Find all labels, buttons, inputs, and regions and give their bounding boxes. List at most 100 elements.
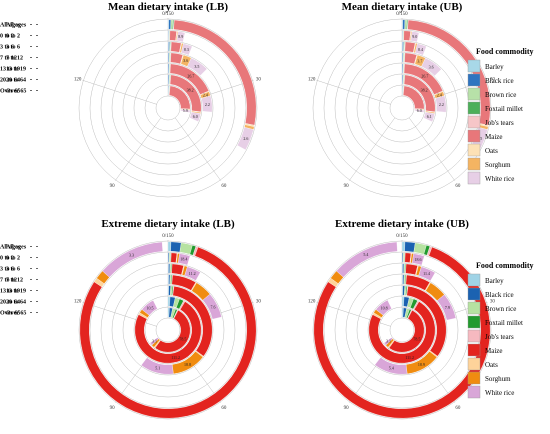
legend-swatch-maize: [467, 129, 481, 143]
bar-segment-13-to-19-white-rice: [374, 357, 408, 375]
bar-segment-all-ages-maize: [79, 246, 257, 419]
legend-swatch-oats: [467, 357, 481, 371]
angle-tick-label: 30: [490, 78, 496, 83]
bar-segment-20-to-64-white-rice: [141, 300, 158, 316]
bar-segment-20-to-64-white-rice: [189, 111, 201, 122]
data-label: 78.5: [413, 337, 420, 342]
data-label: 2.4: [437, 93, 442, 98]
data-label: 6.1: [427, 114, 432, 119]
legend-label: Brown rice: [485, 91, 516, 99]
radial-chart-3: Extreme dietary intake (LB) 0/150 30 60 90 12…: [6, 218, 262, 420]
legend-swatch-sorghum: [467, 157, 481, 171]
legend-title: Food commodity: [476, 47, 534, 56]
bar-segment-0-to-2-white-rice: [178, 253, 191, 266]
data-label: 6.0: [193, 114, 198, 119]
angle-tick-label: 90: [344, 184, 350, 189]
age-group-label: Over 65: [0, 311, 20, 317]
legend-extreme: Food commodity Barley Black rice Brown rice…: [467, 261, 534, 399]
legend-label: Maize: [485, 133, 503, 141]
legend-swatch-black-rice: [467, 73, 481, 87]
bar-segment-all-ages-white-rice: [102, 241, 163, 278]
data-label: 5.4: [389, 366, 394, 371]
legend-mean: Food commodity Barley Black rice Brown rice…: [467, 47, 534, 185]
legend-label: Job's tears: [485, 119, 514, 127]
data-label: 5.4: [363, 252, 368, 257]
legend-swatch-foxtail-millet: [467, 101, 481, 115]
data-label: 111.2: [405, 355, 414, 360]
bar-segment-all-ages-white-rice: [237, 127, 254, 151]
legend-label: Black rice: [485, 291, 514, 299]
legend-label: Black rice: [485, 77, 514, 85]
bar-segment-3-to-6-white-rice: [418, 266, 436, 282]
data-label: 2.2: [205, 102, 210, 107]
age-group-label: All ages: [0, 245, 21, 251]
data-label: 3.6: [429, 64, 434, 69]
bar-segment-over-65-white-rice: [414, 109, 425, 113]
data-label: 18.6: [414, 257, 421, 262]
chart-title: Mean dietary intake (UB): [342, 1, 463, 13]
bar-segment-all-ages-black-rice: [404, 241, 416, 253]
legend-swatch-barley: [467, 273, 481, 287]
legend-swatch-white-rice: [467, 385, 481, 399]
legend-swatch-oats: [467, 143, 481, 157]
angle-tick-label: 90: [344, 406, 350, 411]
age-group-label: 0 to 2: [0, 256, 14, 262]
data-label: 18.8: [184, 362, 191, 367]
angle-tick-label: 60: [455, 406, 461, 411]
legend-label: Maize: [485, 347, 503, 355]
data-label: 26.7: [187, 73, 194, 78]
grid-spoke: [316, 79, 391, 105]
bar-segment-0-to-2-white-rice: [412, 253, 425, 266]
age-group-label: 13 to 19: [0, 67, 20, 73]
age-group-label: 20 to 64: [6, 300, 26, 306]
bar-segment-0-to-2-white-rice: [410, 31, 420, 43]
grid-ring: [155, 95, 181, 121]
data-label: 2.6: [243, 136, 248, 141]
angle-tick-label: 0/150: [396, 12, 408, 17]
radial-chart-2: Mean dietary intake (UB)0/150306090120Al…: [0, 1, 496, 198]
data-label: 18.9: [418, 362, 425, 367]
legend-label: Sorghum: [485, 375, 511, 383]
age-group-label: All ages: [0, 23, 21, 29]
age-group-label: 7 to 12: [6, 56, 23, 62]
angle-tick-label: 120: [74, 78, 82, 83]
legend-swatch-barley: [467, 59, 481, 73]
legend-label: Foxtail millet: [485, 319, 523, 327]
legend-swatch-brown-rice: [467, 301, 481, 315]
data-label: 111.2: [171, 355, 180, 360]
grid-spoke: [174, 117, 222, 181]
bar-segment-20-to-64-maize: [134, 301, 202, 364]
data-label: 18.4: [180, 257, 187, 262]
angle-tick-label: 30: [256, 300, 262, 305]
chart-title: Extreme dietary intake (UB): [335, 218, 469, 230]
legend-swatch-white-rice: [467, 171, 481, 185]
angle-tick-label: 0/150: [162, 234, 174, 239]
chart-title: Mean dietary intake (LB): [108, 1, 228, 13]
data-label: 8.3: [184, 47, 189, 52]
grid-spoke: [408, 117, 456, 181]
chart-title: Extreme dietary intake (LB): [101, 218, 235, 230]
legend-label: White rice: [485, 175, 514, 183]
bar-segment-7-to-12-white-rice: [421, 57, 442, 77]
bar-segment-0-to-2-maize: [169, 30, 177, 41]
radial-chart-1: Mean dietary intake (LB)0/150 30 60 90 120 Al…: [6, 1, 261, 198]
data-label: 8.9: [178, 34, 183, 39]
legend-swatch-job-s-tears: [467, 329, 481, 343]
grid-spoke: [114, 117, 162, 181]
bar-segment-7-to-12-white-rice: [202, 293, 222, 320]
bar-segment-20-to-64-white-rice: [423, 111, 435, 122]
legend-label: Barley: [485, 277, 504, 285]
bar-segment-13-to-19-white-rice: [141, 357, 174, 375]
data-label: 3.7: [417, 58, 422, 63]
data-label: 26.7: [421, 73, 428, 78]
data-label: 3.5: [194, 64, 199, 69]
data-label: 7.6: [210, 304, 215, 309]
age-group-label: 3 to 6: [6, 267, 20, 273]
legend-label: Barley: [485, 63, 504, 71]
angle-tick-label: 0/150: [162, 12, 174, 17]
age-group-label: All ages: [6, 23, 27, 29]
bar-segment-7-to-12-white-rice: [187, 57, 208, 76]
age-group-label: 13 to 19: [6, 67, 26, 73]
bar-segment-over-65-white-rice: [149, 337, 159, 346]
